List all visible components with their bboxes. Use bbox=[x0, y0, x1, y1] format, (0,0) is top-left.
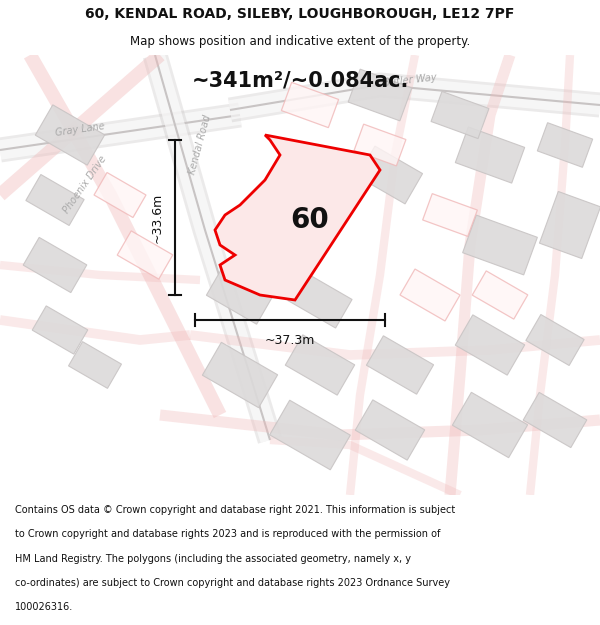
Polygon shape bbox=[32, 306, 88, 354]
Polygon shape bbox=[463, 215, 538, 275]
Polygon shape bbox=[117, 231, 173, 279]
Text: ~341m²/~0.084ac.: ~341m²/~0.084ac. bbox=[191, 70, 409, 90]
Polygon shape bbox=[431, 91, 489, 139]
Polygon shape bbox=[355, 400, 425, 460]
Polygon shape bbox=[206, 266, 274, 324]
Polygon shape bbox=[367, 336, 434, 394]
Polygon shape bbox=[275, 144, 346, 206]
Polygon shape bbox=[538, 122, 593, 168]
Text: co-ordinates) are subject to Crown copyright and database rights 2023 Ordnance S: co-ordinates) are subject to Crown copyr… bbox=[15, 578, 450, 587]
Polygon shape bbox=[354, 124, 406, 166]
Polygon shape bbox=[269, 400, 350, 470]
Polygon shape bbox=[281, 82, 338, 127]
Polygon shape bbox=[422, 194, 478, 236]
Text: ~37.3m: ~37.3m bbox=[265, 334, 315, 346]
Text: Butler Way: Butler Way bbox=[383, 72, 437, 88]
Polygon shape bbox=[358, 146, 422, 204]
Text: to Crown copyright and database rights 2023 and is reproduced with the permissio: to Crown copyright and database rights 2… bbox=[15, 529, 440, 539]
Polygon shape bbox=[68, 342, 121, 388]
Polygon shape bbox=[288, 272, 352, 328]
Polygon shape bbox=[526, 314, 584, 366]
Polygon shape bbox=[215, 135, 380, 300]
Text: Phoenix Drive: Phoenix Drive bbox=[61, 154, 109, 216]
Polygon shape bbox=[452, 392, 527, 458]
Polygon shape bbox=[472, 271, 528, 319]
Polygon shape bbox=[26, 174, 84, 226]
Polygon shape bbox=[523, 392, 587, 448]
Polygon shape bbox=[94, 173, 146, 218]
Text: 60, KENDAL ROAD, SILEBY, LOUGHBOROUGH, LE12 7PF: 60, KENDAL ROAD, SILEBY, LOUGHBOROUGH, L… bbox=[85, 7, 515, 21]
Polygon shape bbox=[23, 238, 87, 292]
Text: Map shows position and indicative extent of the property.: Map shows position and indicative extent… bbox=[130, 35, 470, 48]
Text: ~33.6m: ~33.6m bbox=[151, 192, 163, 242]
Polygon shape bbox=[202, 342, 278, 408]
Text: Gray Lane: Gray Lane bbox=[55, 122, 106, 138]
Polygon shape bbox=[400, 269, 460, 321]
Text: 100026316.: 100026316. bbox=[15, 602, 73, 612]
Polygon shape bbox=[35, 105, 105, 165]
Text: Kendal Road: Kendal Road bbox=[187, 114, 213, 176]
Text: 60: 60 bbox=[290, 206, 329, 234]
Text: Contains OS data © Crown copyright and database right 2021. This information is : Contains OS data © Crown copyright and d… bbox=[15, 506, 455, 516]
Polygon shape bbox=[455, 127, 524, 183]
Polygon shape bbox=[285, 335, 355, 395]
Text: HM Land Registry. The polygons (including the associated geometry, namely x, y: HM Land Registry. The polygons (includin… bbox=[15, 554, 411, 564]
Polygon shape bbox=[348, 69, 412, 121]
Polygon shape bbox=[539, 191, 600, 259]
Polygon shape bbox=[455, 315, 525, 375]
